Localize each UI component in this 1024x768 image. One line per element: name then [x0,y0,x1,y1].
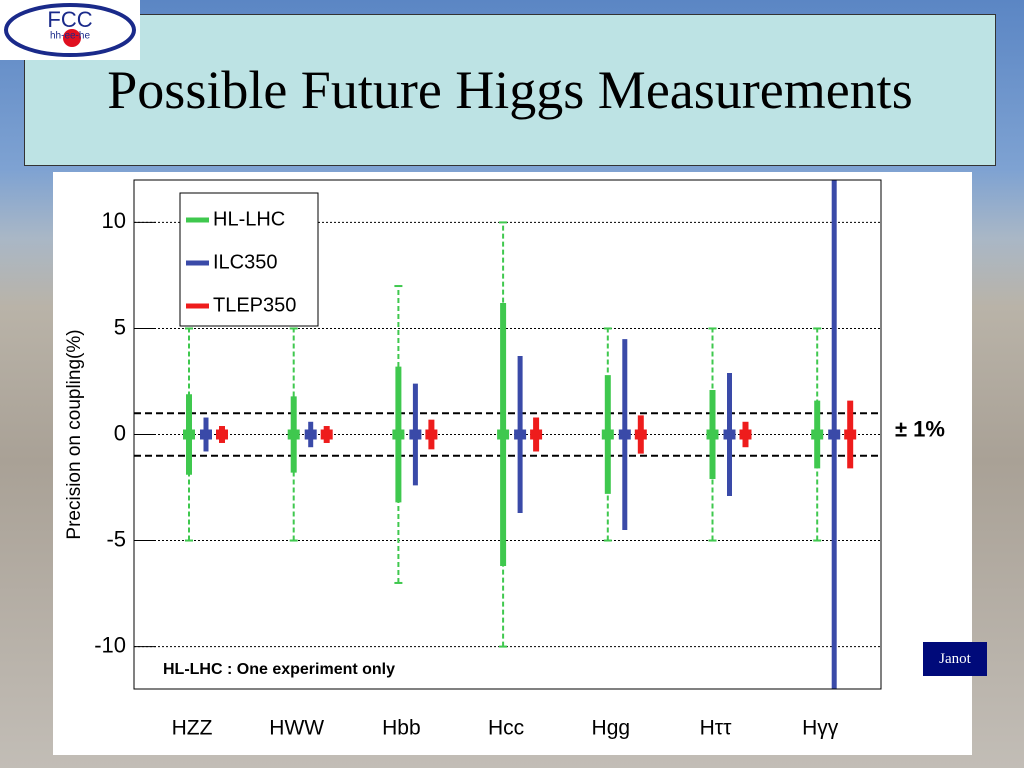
center-marker [514,429,527,440]
center-marker [723,429,736,440]
y-axis-label: Precision on coupling(%) [64,329,85,539]
center-marker [320,429,333,440]
x-tick-label: HWW [269,717,324,740]
center-marker [304,429,317,440]
center-marker [601,429,614,440]
chart: -10 -5 0 5 10 ± 1% Precision on coupling(%) HL-… [53,172,972,755]
center-marker [425,429,438,440]
center-marker [183,429,195,440]
note: HL-LHC : One experiment only [163,661,395,678]
x-tick-label: Hcc [488,717,524,740]
center-marker [216,429,228,440]
center-marker [287,429,300,440]
x-tick-label: Hγγ [802,717,839,740]
x-tick-label: Hττ [700,717,732,740]
legend: HL-LHC ILC350 TLEP350 [179,192,319,327]
center-marker [530,429,543,440]
center-marker [739,429,752,440]
y-tick-label: 5 [114,314,126,339]
center-marker [634,429,647,440]
center-marker [844,429,857,440]
y-tick-label: -5 [106,526,126,551]
center-marker [828,429,841,440]
y-tick-label: 10 [102,208,126,233]
logo-subtext: hh-ee-he [50,31,90,42]
slide-title: Possible Future Higgs Measurements [24,14,996,166]
y-tick-label: -10 [94,632,126,657]
center-marker [706,429,719,440]
center-marker [618,429,631,440]
center-marker [392,429,405,440]
logo: FCC hh-ee-he [0,0,140,60]
logo-text: FCC [47,7,92,32]
x-tick-label: HZZ [172,717,213,740]
legend-label: ILC350 [213,251,278,273]
y-tick-label: 0 [114,420,126,445]
x-tick-label: Hgg [592,717,631,740]
band-label: ± 1% [895,416,945,441]
center-marker [497,429,510,440]
author: Janot [923,642,987,676]
center-marker [409,429,422,440]
legend-label: TLEP350 [213,294,296,316]
center-marker [811,429,824,440]
x-tick-label: Hbb [382,717,421,740]
center-marker [200,429,212,440]
legend-label: HL-LHC [213,208,285,230]
plot-frame [133,179,882,690]
